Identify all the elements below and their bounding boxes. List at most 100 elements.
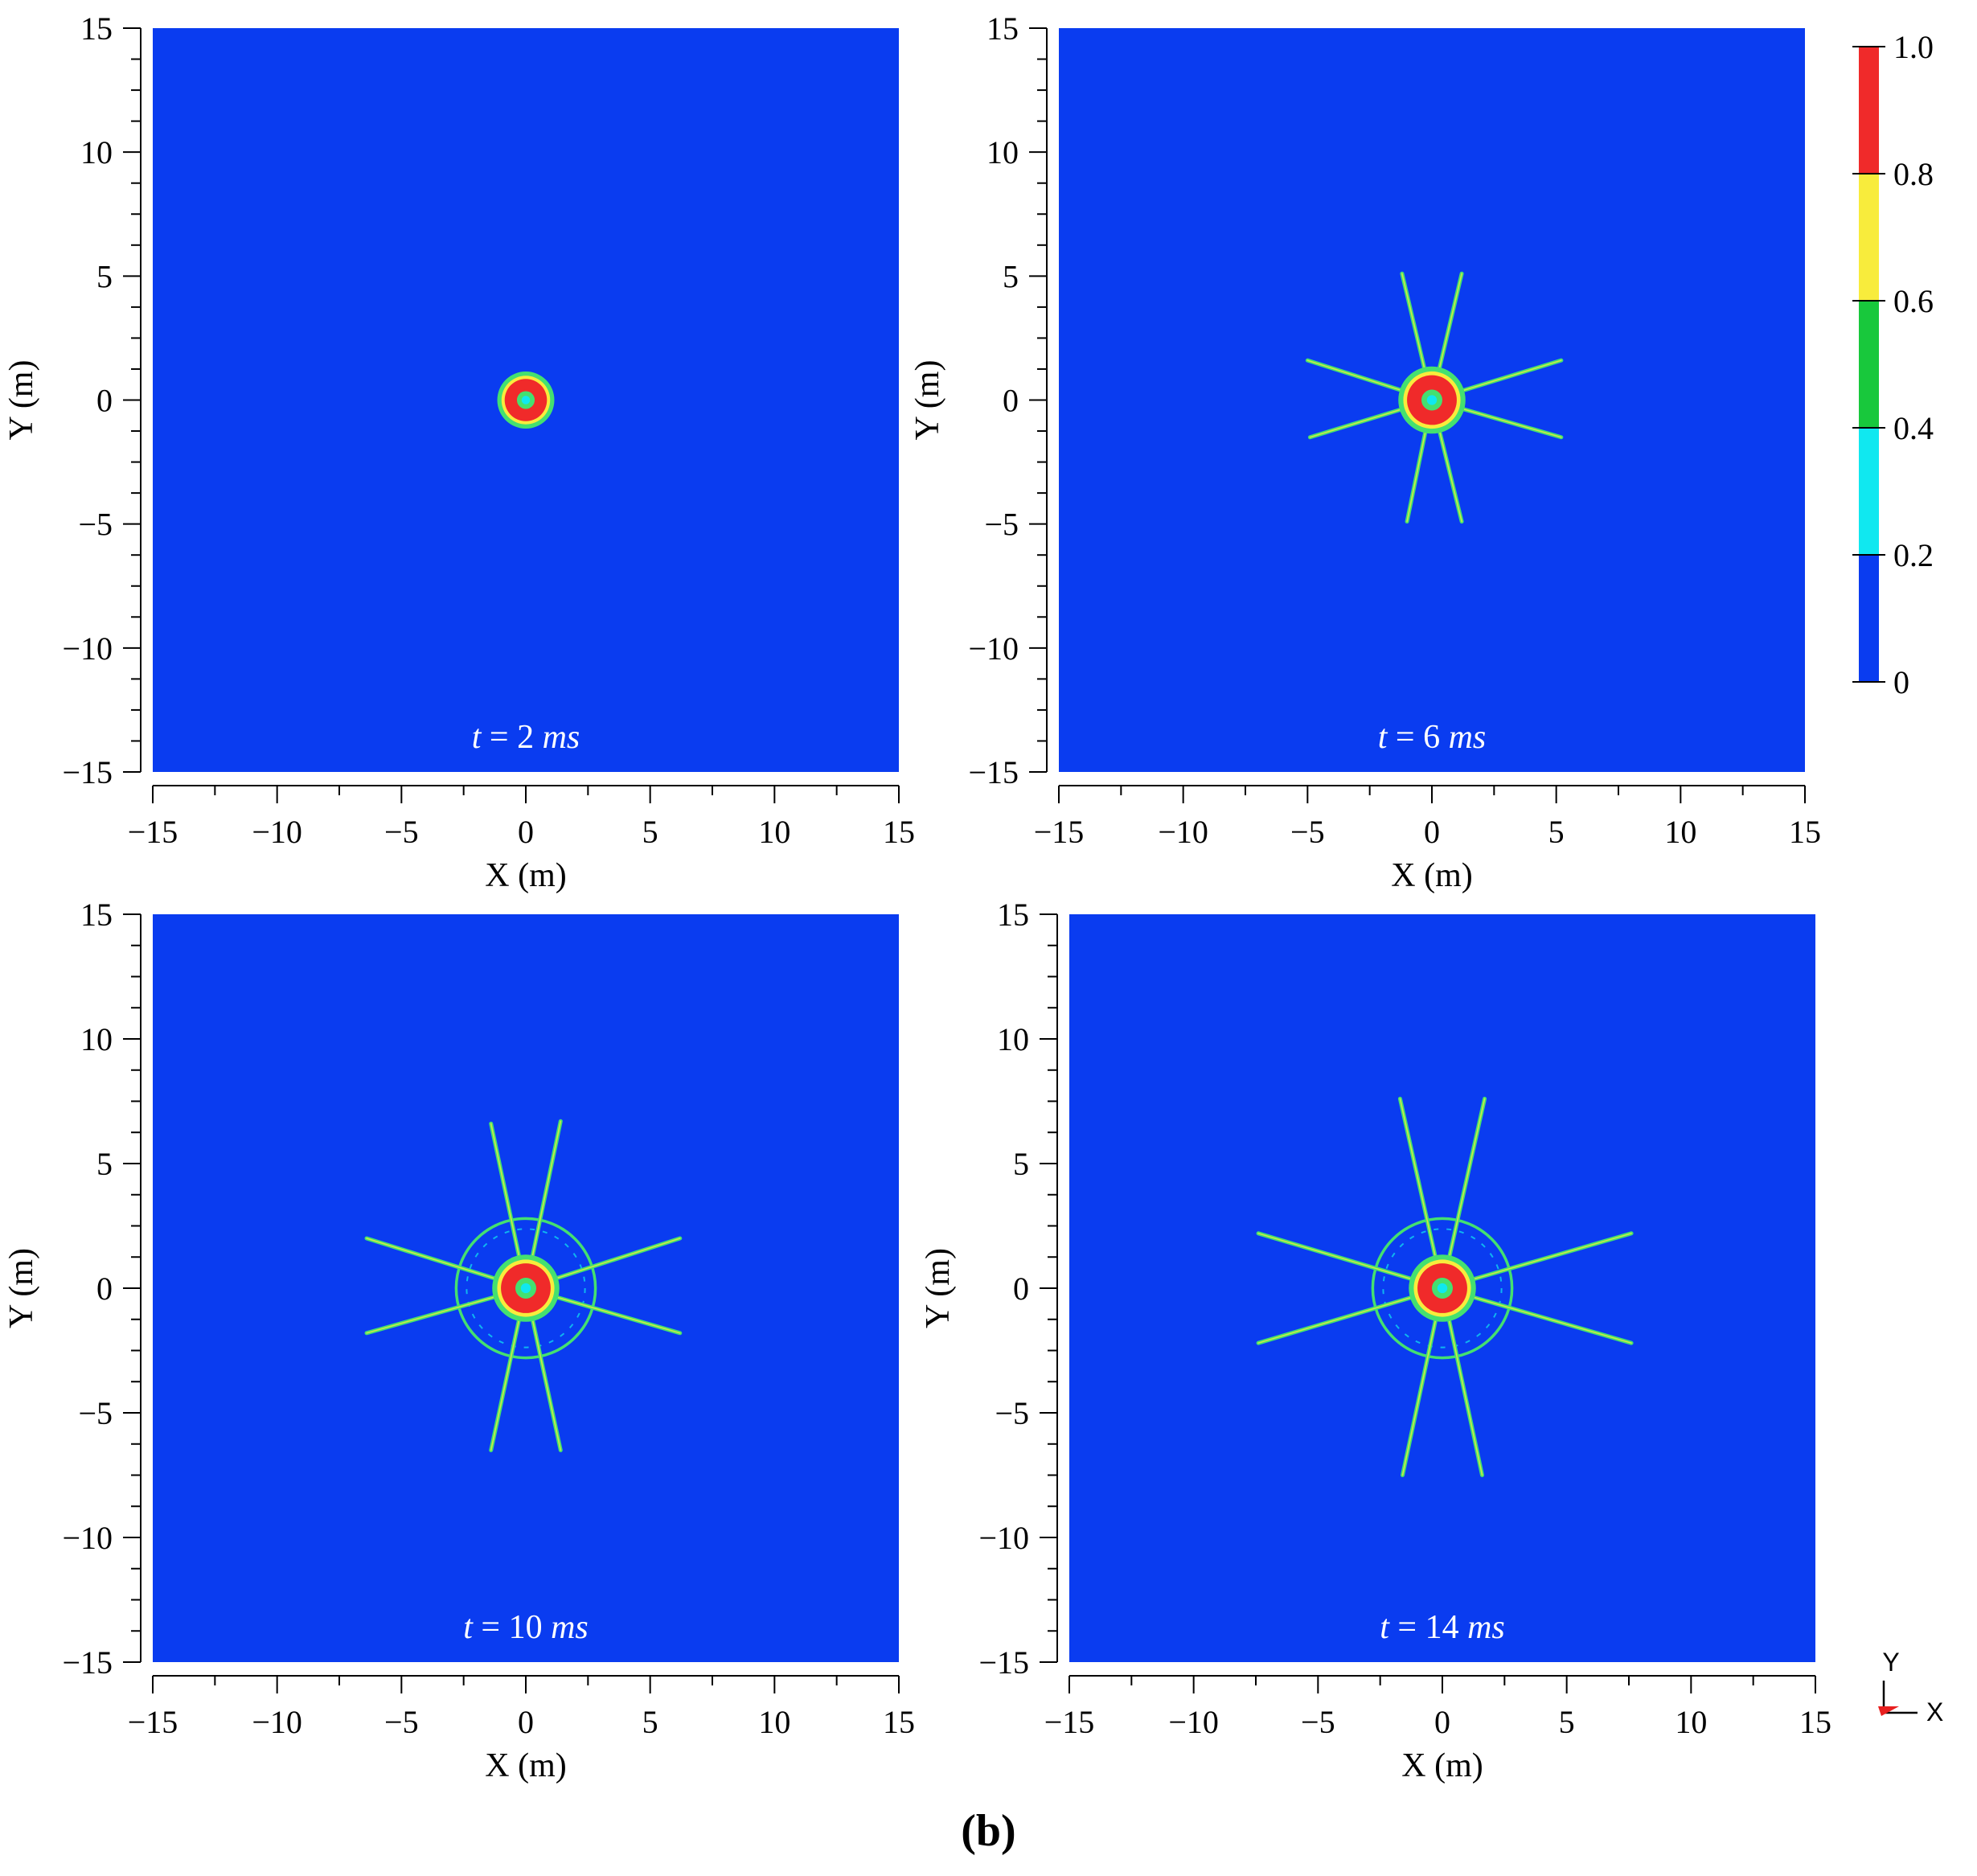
damage-ring-inner xyxy=(1382,1228,1503,1349)
x-tick-label: −15 xyxy=(128,814,178,850)
colorbar-tick-label: 0.8 xyxy=(1893,156,1934,192)
y-tick-label: −10 xyxy=(978,1520,1029,1556)
triad-x-label: X xyxy=(1926,1697,1943,1726)
time-label-eq: = 2 xyxy=(481,719,542,756)
plot-panel-3: −15 −10 −5 0 5 10 15 15 10 5 0 −5 −10 −15 X (m) Y (m) t … xyxy=(3,897,915,1784)
y-tick-label: −5 xyxy=(78,507,113,543)
y-tick-label: 15 xyxy=(997,897,1029,933)
x-axis-label: X (m) xyxy=(485,857,566,894)
y-tick-label: −10 xyxy=(968,630,1019,667)
colorbar-tick-label: 0.4 xyxy=(1893,410,1934,446)
time-label-eq: = 10 xyxy=(473,1609,551,1646)
y-tick-label: −15 xyxy=(978,1644,1029,1681)
time-label-var: t xyxy=(1380,1609,1390,1646)
x-tick-label: −15 xyxy=(128,1704,178,1740)
colorbar-tick-label: 1.0 xyxy=(1893,29,1934,65)
y-tick-label: −5 xyxy=(78,1395,113,1431)
x-tick-label: −5 xyxy=(1301,1704,1335,1740)
x-tick-label: 5 xyxy=(642,1704,658,1740)
y-tick-label: 15 xyxy=(80,897,113,933)
triad-y-label: Y xyxy=(1882,1648,1899,1677)
colorbar-tick-label: 0.2 xyxy=(1893,537,1934,573)
x-tick-label: 15 xyxy=(1799,1704,1831,1740)
y-tick-label: −10 xyxy=(62,630,113,667)
x-tick-label: 15 xyxy=(883,814,915,850)
colorbar-band xyxy=(1859,47,1879,174)
time-label-unit: ms xyxy=(1449,719,1487,756)
y-tick-label: 0 xyxy=(96,383,113,419)
x-tick-label: 10 xyxy=(1675,1704,1707,1740)
y-tick-label: 5 xyxy=(1013,1146,1029,1182)
y-tick-label: 0 xyxy=(1013,1271,1029,1307)
core-center-dot xyxy=(1437,1283,1448,1294)
x-axis-label: X (m) xyxy=(485,1747,566,1784)
x-tick-label: 0 xyxy=(1434,1704,1450,1740)
y-tick-label: 5 xyxy=(96,1146,113,1182)
time-label-var: t xyxy=(463,1609,474,1646)
x-tick-label: −10 xyxy=(1168,1704,1219,1740)
x-axis-label: X (m) xyxy=(1401,1747,1483,1784)
plot-panel-1: −15 −10 −5 0 5 10 15 15 10 5 0 −5 −10 −15 X (m) Y (m) t … xyxy=(3,10,915,894)
plot-panel-2: −15 −10 −5 0 5 10 15 15 10 5 0 −5 −10 −15 X (m) Y (m) t … xyxy=(909,10,1821,894)
x-tick-label: 10 xyxy=(1664,814,1696,850)
time-label-eq: = 6 xyxy=(1387,719,1448,756)
x-tick-label: 0 xyxy=(518,814,534,850)
colorbar-band xyxy=(1859,428,1879,555)
colorbar-band xyxy=(1859,555,1879,682)
triad-z-marker xyxy=(1878,1706,1899,1716)
y-tick-label: −15 xyxy=(968,754,1019,790)
y-tick-label: 0 xyxy=(96,1271,113,1307)
y-tick-label: −10 xyxy=(62,1520,113,1556)
y-tick-label: 15 xyxy=(986,10,1019,47)
x-tick-label: −10 xyxy=(252,814,302,850)
time-label-unit: ms xyxy=(1467,1609,1505,1646)
y-axis-label: Y (m) xyxy=(920,1248,957,1328)
core-center-dot xyxy=(520,1283,531,1294)
x-tick-label: 0 xyxy=(1424,814,1440,850)
y-tick-label: 10 xyxy=(997,1021,1029,1057)
colorbar-band xyxy=(1859,301,1879,428)
time-label-var: t xyxy=(472,719,482,756)
x-tick-label: 5 xyxy=(1559,1704,1575,1740)
time-label-unit: ms xyxy=(551,1609,589,1646)
x-tick-label: −5 xyxy=(1290,814,1325,850)
x-axis-label: X (m) xyxy=(1391,857,1472,894)
x-tick-label: 10 xyxy=(758,814,790,850)
y-tick-label: −15 xyxy=(62,1644,113,1681)
core-center-dot xyxy=(1426,395,1438,405)
x-tick-label: 5 xyxy=(642,814,658,850)
x-tick-label: −15 xyxy=(1034,814,1085,850)
x-tick-label: −10 xyxy=(1158,814,1208,850)
y-tick-label: 5 xyxy=(96,258,113,294)
colorbar: 0 0.2 0.4 0.6 0.8 1.0 xyxy=(1852,29,1934,700)
damage-ring-inner xyxy=(466,1228,586,1349)
time-label: t = 2 ms xyxy=(472,719,580,756)
core-center-dot xyxy=(521,396,531,404)
x-tick-label: 0 xyxy=(518,1704,534,1740)
figure-label: (b) xyxy=(961,1806,1016,1856)
time-label-var: t xyxy=(1378,719,1388,756)
time-label: t = 14 ms xyxy=(1380,1609,1505,1646)
colorbar-band xyxy=(1859,174,1879,301)
y-axis-label: Y (m) xyxy=(3,360,40,441)
y-tick-label: 10 xyxy=(80,134,113,170)
y-tick-label: −15 xyxy=(62,754,113,790)
damage-ring xyxy=(1371,1217,1514,1360)
x-tick-label: −15 xyxy=(1044,1704,1095,1740)
y-tick-label: 0 xyxy=(1003,383,1019,419)
x-tick-label: 5 xyxy=(1548,814,1565,850)
time-label-eq: = 14 xyxy=(1389,1609,1467,1646)
x-tick-label: −5 xyxy=(384,1704,419,1740)
x-tick-label: 15 xyxy=(883,1704,915,1740)
y-tick-label: −5 xyxy=(984,507,1019,543)
y-tick-label: 15 xyxy=(80,10,113,47)
time-label-unit: ms xyxy=(543,719,580,756)
axis-triad: YX xyxy=(1878,1648,1943,1726)
time-label: t = 6 ms xyxy=(1378,719,1487,756)
colorbar-tick-label: 0.6 xyxy=(1893,283,1934,319)
y-tick-label: 10 xyxy=(986,134,1019,170)
x-tick-label: −5 xyxy=(384,814,419,850)
y-axis-label: Y (m) xyxy=(909,360,946,441)
colorbar-tick-label: 0 xyxy=(1893,664,1909,700)
